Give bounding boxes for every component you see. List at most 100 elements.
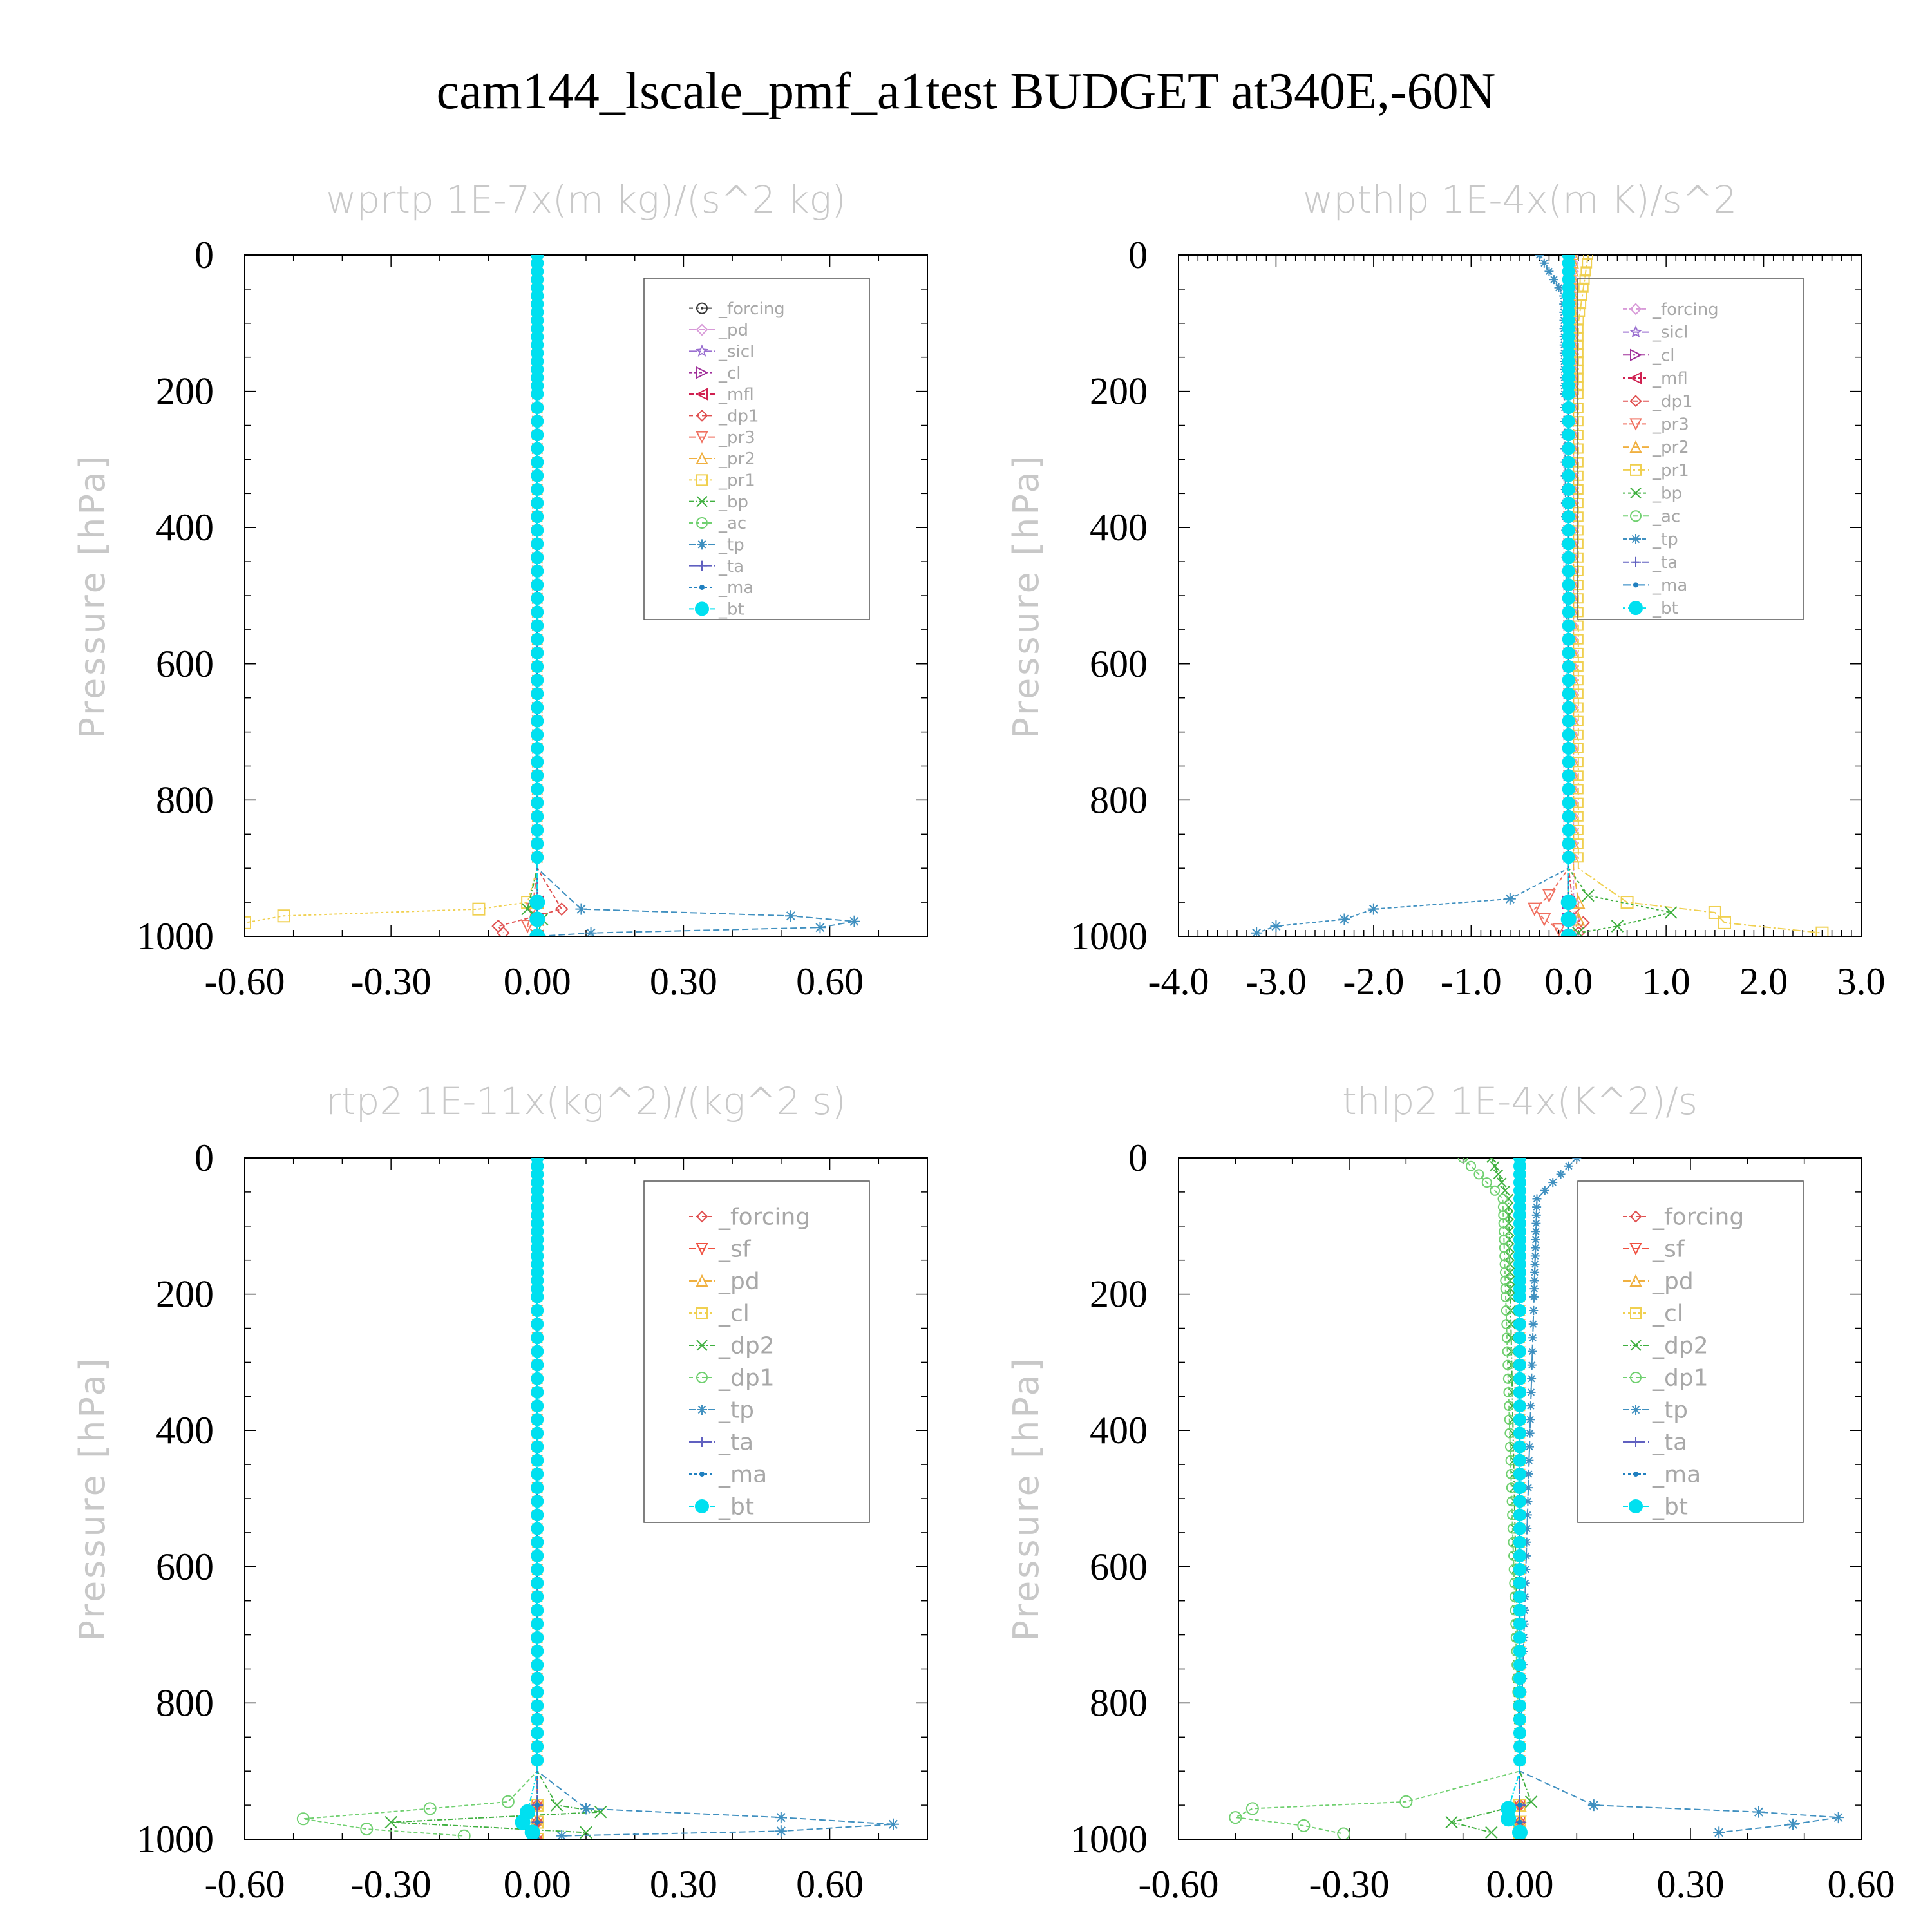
marker_bt (531, 674, 544, 687)
legend-label: _pr3 (1652, 415, 1689, 435)
legend-label: _pr1 (718, 471, 755, 490)
marker_pr3 (1551, 923, 1566, 936)
x-tick-label: 0.60 (796, 960, 864, 1003)
marker_dp1 (1497, 1202, 1508, 1213)
marker_tp (1530, 1267, 1540, 1277)
marker_pr1 (1815, 926, 1829, 936)
marker_tp (1251, 927, 1263, 936)
marker_bt (531, 728, 544, 741)
marker_dp1 (554, 902, 569, 916)
legend-entry: _pr3 (689, 428, 755, 448)
series-line_dp2 (1451, 1158, 1532, 1833)
marker_dp1 (1502, 1359, 1513, 1370)
legend: _forcing _pd _sicl _cl _mfl _dp1_pr3 _pr2 _pr1 _… (643, 278, 870, 620)
y-tick-label: 1000 (1070, 1818, 1148, 1861)
legend-marker_bt (695, 1499, 709, 1513)
legend-entry: _sicl (689, 342, 754, 361)
legend-label: _forcing (1652, 1204, 1744, 1231)
legend-label: _dp1 (1652, 1365, 1709, 1392)
marker_bt (531, 537, 544, 551)
marker_tp (887, 1818, 899, 1830)
x-tick-label: 0.30 (1657, 1863, 1725, 1906)
marker_tp (1572, 1158, 1582, 1162)
y-ticks (245, 1157, 927, 1840)
legend-entry: _dp2 (689, 1333, 775, 1359)
legend-label: _bt (1652, 599, 1678, 618)
y-tick-label: 400 (156, 506, 214, 549)
legend-label: _tp (718, 1397, 754, 1424)
legend-marker_cl (696, 366, 709, 379)
legend-label: _forcing (718, 1204, 810, 1231)
marker_tp (1549, 275, 1558, 285)
marker_dp1 (1502, 1373, 1513, 1384)
legend-label: _cl (1652, 346, 1675, 365)
marker_pr1 (245, 916, 251, 929)
marker_bt (1562, 428, 1575, 442)
legend-label: _sf (1652, 1236, 1685, 1263)
marker_bt (1513, 1699, 1526, 1712)
marker_bt (1562, 387, 1575, 401)
legend-marker_ta (1631, 556, 1641, 567)
legend-label: _ta (718, 557, 744, 576)
legend-marker_ma (699, 1472, 705, 1477)
marker_tp (1367, 903, 1379, 915)
x-tick-label: 0.0 (1544, 960, 1593, 1003)
marker_tp (1528, 1320, 1538, 1329)
marker_bt (531, 741, 544, 755)
legend-label: _bt (718, 600, 744, 619)
legend: _forcing _sicl _cl _mfl _dp1 _pr3 _pr2 _pr1 _bp _… (1577, 278, 1804, 620)
marker_bt (529, 929, 545, 936)
marker_tp (1525, 1442, 1535, 1452)
marker_bt (1513, 1385, 1526, 1399)
marker_bt (531, 1726, 544, 1739)
marker_bt (531, 1740, 544, 1754)
marker_bt (1513, 1631, 1526, 1644)
marker_bt (1513, 1303, 1526, 1317)
marker_bt (531, 1712, 544, 1726)
legend-entry: _sf (1623, 1236, 1685, 1263)
legend-entry: _tp (689, 1397, 754, 1424)
marker_dp2 (1500, 1186, 1510, 1196)
marker_tp (1531, 1210, 1541, 1220)
marker_bt (531, 387, 544, 401)
marker_bt (1513, 1672, 1526, 1685)
figure-title: cam144_lscale_pmf_a1test BUDGET at340E,-… (437, 63, 1496, 120)
marker_bt (1513, 1372, 1526, 1385)
marker_dp2 (1493, 1169, 1504, 1180)
marker_pr1 (1575, 307, 1586, 317)
legend-marker_pd (1629, 1274, 1642, 1287)
marker_bt (1513, 1508, 1526, 1522)
legend-entry: _ta (689, 1430, 753, 1456)
legend-marker_cl (1630, 348, 1643, 361)
x-tick-label: -3.0 (1245, 960, 1307, 1003)
legend-marker_pr1 (1630, 464, 1642, 476)
marker_bt (531, 660, 544, 674)
legend-entry: _ac (689, 514, 746, 533)
legend-marker_bt (1629, 601, 1643, 616)
marker_bt (1562, 592, 1575, 605)
marker_bt (1513, 1290, 1526, 1303)
legend-entry: _ac (1623, 507, 1680, 526)
marker_pr1 (1579, 274, 1590, 285)
marker_bt (1513, 1604, 1526, 1617)
marker_pr3 (1542, 889, 1557, 903)
legend-label: _sicl (1652, 323, 1688, 343)
marker_bt (1513, 1590, 1526, 1604)
marker_bt (531, 1385, 544, 1399)
x-ticks (244, 255, 928, 936)
marker_tp (1753, 1806, 1765, 1818)
series-line_tp (536, 1158, 894, 1837)
marker_bp (1665, 906, 1678, 919)
legend-entry: _pr1 (689, 471, 755, 490)
y-tick-label: 800 (1090, 779, 1148, 821)
marker_bt (1513, 1617, 1526, 1631)
legend-entry: _pr2 (1623, 438, 1689, 457)
marker_dp2 (1485, 1826, 1498, 1839)
legend-entry: _bt (689, 1494, 754, 1520)
marker_tp (1554, 283, 1564, 292)
x-tick-label: 2.0 (1739, 960, 1788, 1003)
legend-marker_dp1 (1630, 1372, 1642, 1383)
marker_dp2 (594, 1805, 607, 1819)
x-tick-label: 0.30 (650, 1863, 717, 1906)
plot-frame (1178, 254, 1862, 937)
